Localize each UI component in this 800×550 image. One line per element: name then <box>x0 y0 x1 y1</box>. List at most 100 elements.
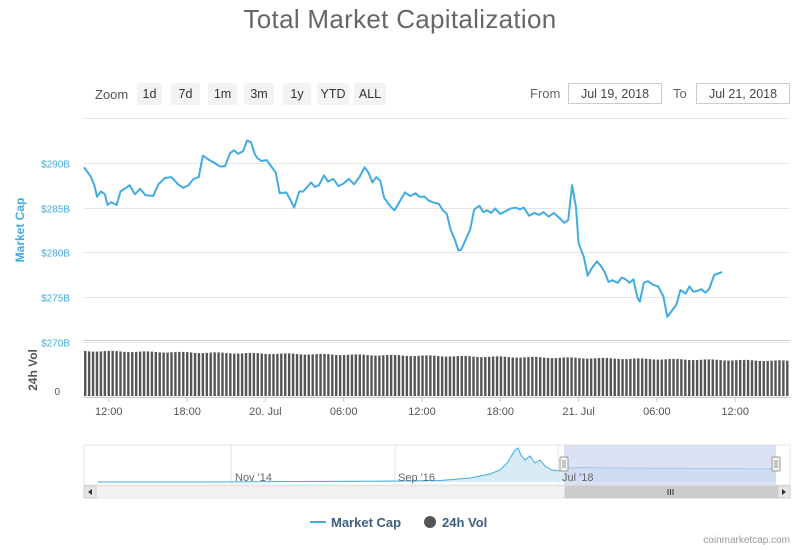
market-cap-series <box>83 139 723 318</box>
volume-bar <box>335 354 338 396</box>
navigator-right-handle[interactable] <box>771 456 781 472</box>
zoom-1d-button[interactable]: 1d <box>137 83 162 105</box>
volume-bar <box>221 352 224 396</box>
volume-bar <box>162 352 165 396</box>
volume-bar <box>389 354 393 396</box>
scrollbar-grip-icon <box>667 489 674 495</box>
volume-bar <box>507 357 511 396</box>
volume-bar <box>346 354 350 396</box>
from-date-input[interactable]: Jul 19, 2018 <box>568 83 662 104</box>
y-tick-label: $270B <box>41 339 70 350</box>
navigator[interactable]: Nov '14 Sep '16 Jul '18 <box>83 444 791 486</box>
volume-axis-label: 24h Vol <box>26 349 40 391</box>
credit-link[interactable]: coinmarketcap.com <box>703 535 790 546</box>
navigator-selection[interactable] <box>564 445 776 485</box>
volume-bar <box>323 353 326 396</box>
volume-bar <box>123 351 126 396</box>
zoom-ytd-button[interactable]: YTD <box>317 83 349 105</box>
volume-bar <box>319 353 322 396</box>
volume-bar <box>189 352 193 396</box>
volume-bar <box>303 354 307 396</box>
x-tick-label: 18:00 <box>487 406 515 418</box>
from-label: From <box>530 86 561 101</box>
volume-bar <box>115 351 118 396</box>
volume-bar <box>350 354 354 396</box>
volume-bar <box>711 359 714 396</box>
volume-bar <box>425 355 428 396</box>
volume-bar <box>95 351 99 396</box>
volume-bar <box>542 357 546 396</box>
volume-bar <box>197 353 201 396</box>
volume-bar <box>566 357 569 396</box>
volume-bar <box>107 350 110 396</box>
to-date-input[interactable]: Jul 21, 2018 <box>696 83 790 104</box>
volume-bar <box>448 356 452 396</box>
volume-bar <box>472 356 475 396</box>
volume-bar <box>358 354 361 396</box>
volume-bar <box>366 355 369 396</box>
volume-bar <box>84 351 87 396</box>
volume-bar <box>264 353 267 396</box>
volume-bar <box>87 351 91 396</box>
navigator-left-handle[interactable] <box>559 456 569 472</box>
volume-bar <box>284 353 287 396</box>
volume-bar <box>527 357 530 396</box>
volume-bar <box>315 354 318 396</box>
volume-bar <box>370 355 373 396</box>
volume-bar <box>511 357 514 396</box>
zoom-3m-button[interactable]: 3m <box>244 83 274 105</box>
scrollbar[interactable] <box>83 485 791 499</box>
volume-bar <box>640 358 644 396</box>
volume-bar <box>750 360 754 396</box>
volume-bar <box>111 350 114 396</box>
volume-bar <box>134 351 138 396</box>
volume-bar <box>174 352 177 396</box>
volume-bar <box>727 360 730 396</box>
volume-bar <box>739 359 742 396</box>
volume-bar <box>146 351 150 396</box>
volume-bar <box>393 354 397 396</box>
volume-bar <box>295 354 299 396</box>
volume-bar <box>182 351 185 396</box>
legend-market-cap[interactable]: Market Cap <box>331 515 402 530</box>
zoom-1y-button[interactable]: 1y <box>283 83 311 105</box>
volume-bar <box>531 356 534 396</box>
volume-bar <box>440 356 444 396</box>
y-axis-label: Market Cap <box>13 198 27 263</box>
volume-bar <box>170 352 173 396</box>
x-axis-ticks: 12:00 18:00 20. Jul 06:00 12:00 18:00 21. Jul 0… <box>95 397 749 418</box>
volume-bar <box>719 360 722 396</box>
zoom-7d-button[interactable]: 7d <box>171 83 200 105</box>
volume-bar <box>676 358 679 396</box>
volume-bar <box>476 356 479 396</box>
volume-bar <box>354 354 358 396</box>
volume-bar <box>538 357 542 396</box>
volume-bars <box>84 350 789 396</box>
volume-bar <box>127 352 130 396</box>
volume-bar <box>378 355 381 396</box>
volume-bar <box>236 353 240 396</box>
volume-bar <box>656 359 660 396</box>
zoom-1m-button[interactable]: 1m <box>208 83 237 105</box>
x-tick-label: 12:00 <box>408 406 436 418</box>
volume-bar <box>758 360 762 396</box>
volume-bar <box>217 352 220 396</box>
volume-bar <box>213 352 216 396</box>
volume-bar <box>417 355 420 396</box>
volume-bar <box>201 353 205 396</box>
scroll-right-arrow-icon <box>782 489 786 495</box>
volume-bar <box>307 354 310 396</box>
volume-bar <box>582 358 585 396</box>
volume-bar <box>119 351 122 396</box>
volume-bar <box>229 353 232 396</box>
to-label: To <box>673 86 687 101</box>
volume-bar <box>633 358 636 396</box>
volume-bar <box>362 354 365 396</box>
legend-24h-vol[interactable]: 24h Vol <box>442 515 488 530</box>
volume-bar <box>374 355 377 396</box>
volume-bar <box>680 359 683 396</box>
x-tick-label: 18:00 <box>173 406 201 418</box>
zoom-all-button[interactable]: ALL <box>354 83 386 105</box>
volume-bar <box>786 360 789 396</box>
